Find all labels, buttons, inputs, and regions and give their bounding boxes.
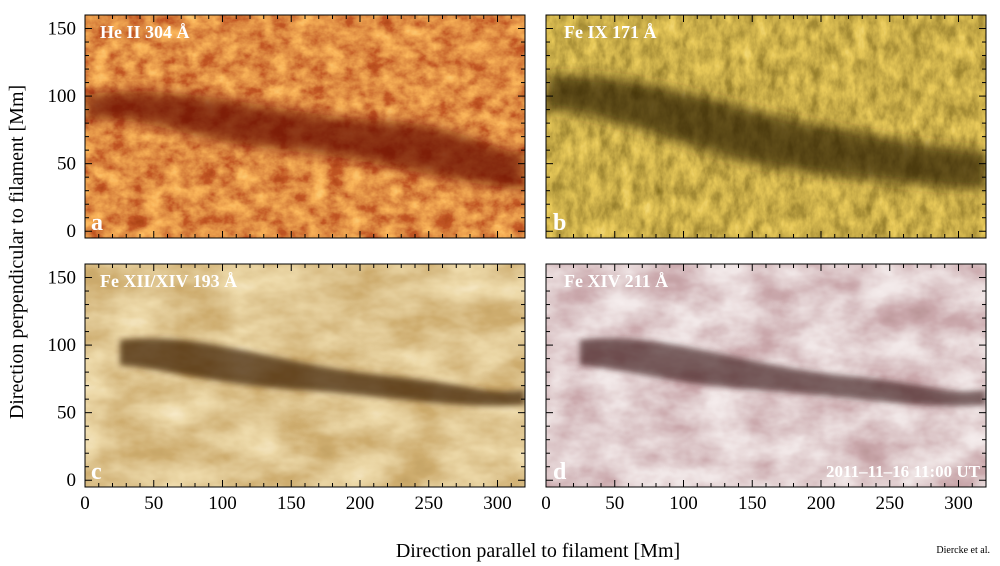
panel-b [546,15,986,238]
y-tick-label: 100 [48,86,77,107]
y-tick-label: 50 [57,403,76,424]
x-tick-label: 50 [605,493,624,514]
filament-band [546,74,986,190]
panel-c-channel: Fe XII/XIV 193 Å [100,271,237,291]
x-axis-title: Direction parallel to filament [Mm] [396,540,680,562]
x-tick-label: 250 [415,493,444,514]
x-tick-label: 250 [876,493,905,514]
panel-a-letter: a [91,210,103,236]
panel-c [85,264,525,487]
panel-d-letter: d [553,459,567,485]
filament-band [580,338,986,407]
y-tick-label: 0 [67,221,77,242]
x-tick-label: 100 [669,493,698,514]
y-tick-label: 50 [57,154,76,175]
panel-a-channel: He II 304 Å [100,22,190,42]
panel-d [546,264,986,487]
x-tick-label: 0 [541,493,551,514]
y-tick-label: 100 [48,335,77,356]
panel-d-channel: Fe XIV 211 Å [564,271,668,291]
x-tick-label: 100 [208,493,237,514]
y-axis-title: Direction perpendicular to filament [Mm] [6,85,28,419]
y-tick-label: 150 [48,19,77,40]
filament-band [85,91,525,190]
panel-c-letter: c [91,459,102,485]
panel-a [85,15,525,238]
x-tick-label: 300 [944,493,973,514]
axis-ticks: 0 50 100 150 0 50 100 150 200 250 300 0 50 100 150 0 50 1… [48,14,987,514]
x-tick-label: 150 [738,493,767,514]
x-tick-label: 0 [80,493,90,514]
panel-b-letter: b [553,210,566,236]
credit-text: Diercke et al. [936,545,990,556]
x-tick-label: 150 [277,493,306,514]
y-tick-label: 0 [67,470,77,491]
x-tick-label: 300 [483,493,512,514]
x-tick-label: 200 [807,493,836,514]
date-stamp: 2011–11–16 11:00 UT [826,462,981,481]
x-tick-label: 50 [144,493,163,514]
x-tick-label: 200 [346,493,375,514]
y-tick-label: 150 [48,268,77,289]
panel-b-channel: Fe IX 171 Å [564,22,657,42]
filament-band [120,338,525,407]
